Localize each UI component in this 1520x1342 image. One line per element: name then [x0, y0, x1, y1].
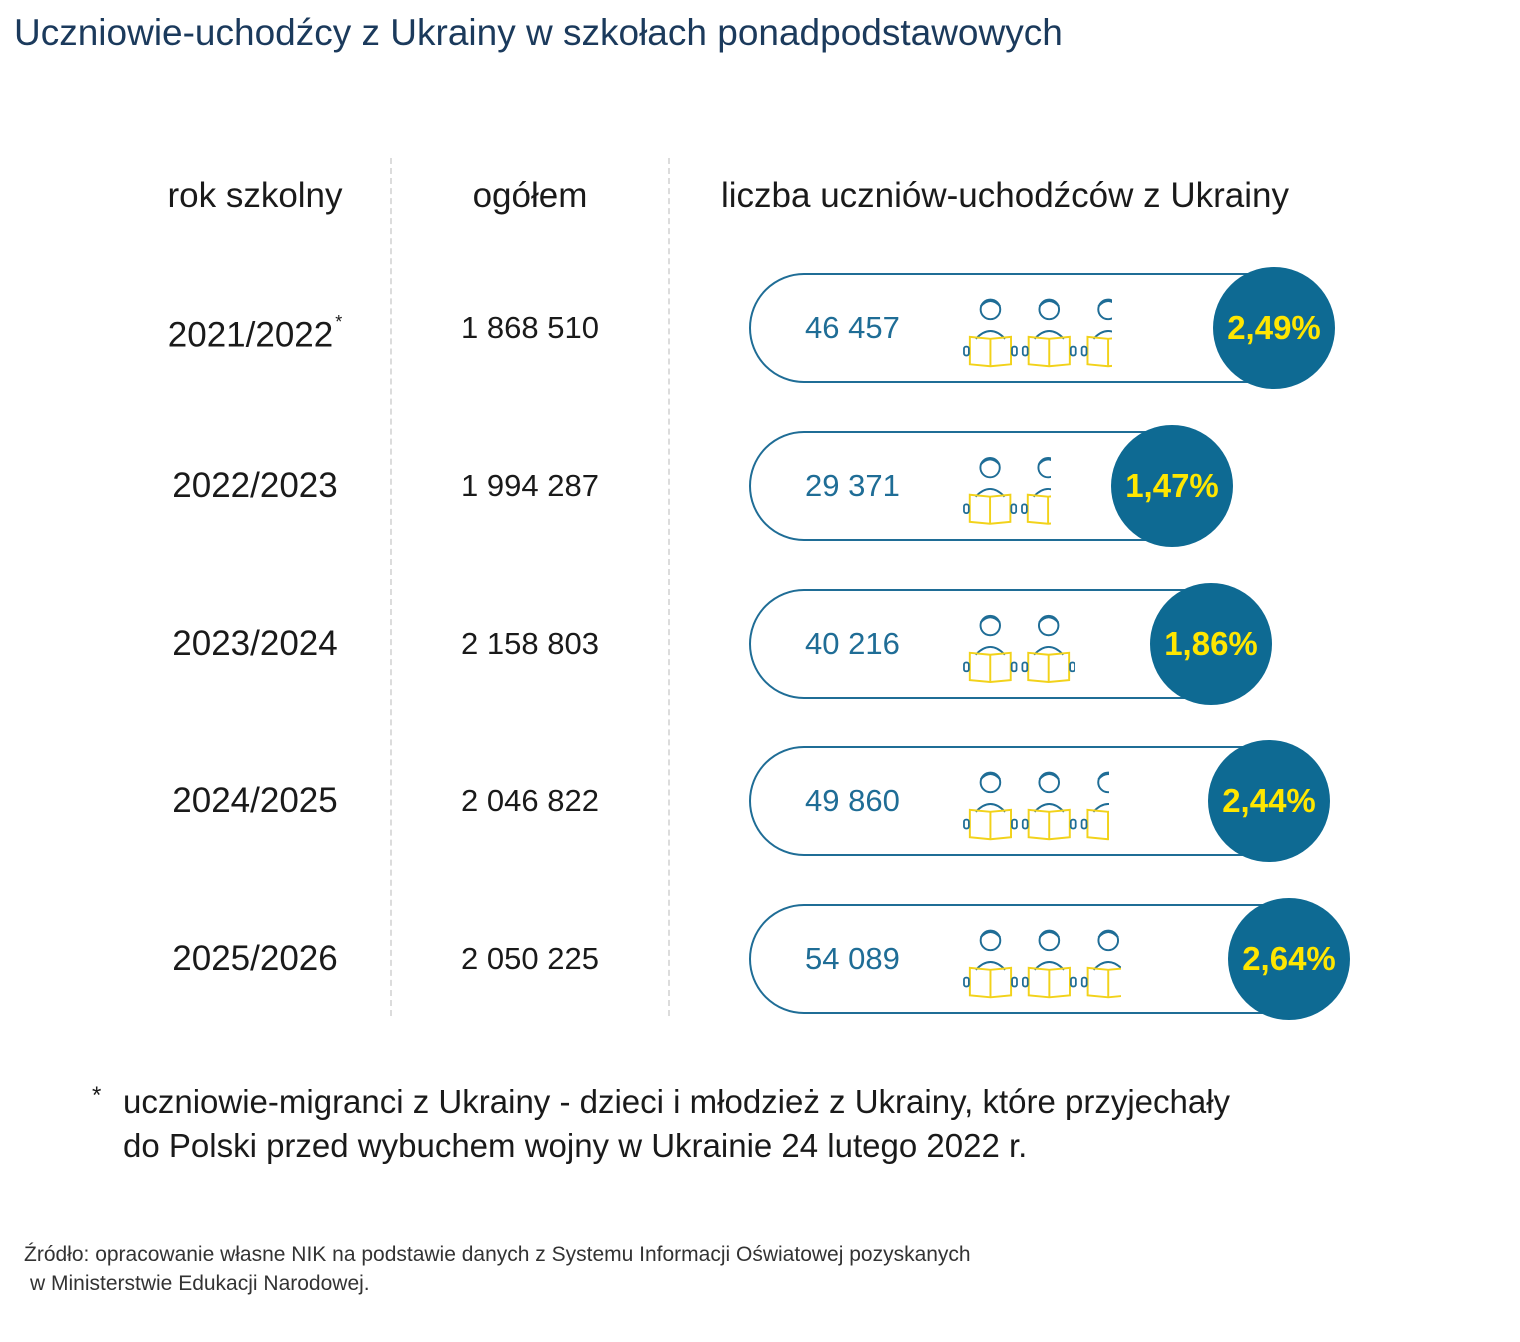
share-percent-label: 2,44%: [1222, 782, 1316, 819]
source-note: Źródło: opracowanie własne NIK na podsta…: [24, 1240, 1224, 1298]
footnote-line-2: do Polski przed wybuchem wojny w Ukraini…: [123, 1127, 1028, 1164]
school-year-label: 2022/2023: [172, 466, 338, 505]
footnote-marker: *: [335, 312, 343, 332]
share-percent-badge: 2,64%: [1228, 898, 1350, 1020]
student-reading-icon: [963, 605, 1075, 685]
refugee-count: 54 089: [805, 941, 900, 976]
school-year: 2025/2026: [140, 904, 370, 1014]
column-header-year: rok szkolny: [167, 176, 343, 215]
refugee-count: 40 216: [805, 626, 900, 661]
column-header-total: ogółem: [472, 176, 588, 215]
share-percent-badge: 1,86%: [1150, 583, 1272, 705]
school-year-label: 2024/2025: [172, 781, 338, 820]
share-percent-label: 2,64%: [1242, 940, 1336, 977]
student-reading-icon: [963, 762, 1110, 842]
student-reading-icon: [963, 920, 1122, 1000]
footnote-line-1: uczniowie-migranci z Ukrainy - dzieci i …: [123, 1083, 1231, 1120]
total-students: 1 868 510: [461, 310, 599, 345]
share-percent-label: 2,49%: [1227, 309, 1321, 346]
school-year: 2023/2024: [140, 589, 370, 699]
student-reading-icon: [963, 289, 1113, 369]
source-line-1: Źródło: opracowanie własne NIK na podsta…: [24, 1243, 971, 1266]
refugee-count: 46 457: [805, 310, 900, 345]
table-row: 2024/2025 2 046 822 49 860 2,44%: [0, 740, 1520, 862]
total-students: 1 994 287: [461, 468, 599, 503]
table-row: 2023/2024 2 158 803 40 216 1,86%: [0, 583, 1520, 705]
school-year-label: 2025/2026: [172, 939, 338, 978]
school-year-label: 2021/2022: [167, 315, 334, 355]
column-header-refugees: liczba uczniów-uchodźców z Ukrainy: [721, 176, 1289, 215]
refugee-count: 49 860: [805, 783, 900, 818]
student-reading-icon: [963, 447, 1052, 527]
share-percent-badge: 2,44%: [1208, 740, 1330, 862]
total-students: 2 050 225: [461, 941, 599, 976]
share-percent-label: 1,47%: [1125, 467, 1219, 504]
share-percent-badge: 2,49%: [1213, 267, 1335, 389]
total-students: 2 046 822: [461, 783, 599, 818]
column-divider-1: [390, 158, 392, 1016]
school-year: 2022/2023: [140, 431, 370, 541]
share-percent-badge: 1,47%: [1111, 425, 1233, 547]
table-row: 2025/2026 2 050 225 54 089 2,64%: [0, 898, 1520, 1020]
footnote-marker: *: [92, 1082, 102, 1109]
total-students: 2 158 803: [461, 626, 599, 661]
table-row: 2021/2022 * 1 868 510 46 457 2,49%: [0, 267, 1520, 389]
refugee-count: 29 371: [805, 468, 900, 503]
school-year: 2024/2025: [140, 746, 370, 856]
refugee-count-pill: 46 457: [749, 273, 1318, 383]
share-percent-label: 1,86%: [1164, 625, 1258, 662]
source-line-2: w Ministerstwie Edukacji Narodowej.: [30, 1272, 370, 1295]
table-row: 2022/2023 1 994 287 29 371 1,47%: [0, 425, 1520, 547]
school-year-label: 2023/2024: [172, 624, 338, 663]
chart-title: Uczniowie-uchodźcy z Ukrainy w szkołach …: [14, 12, 1063, 53]
school-year: 2021/2022 *: [140, 273, 370, 383]
column-divider-2: [668, 158, 670, 1016]
